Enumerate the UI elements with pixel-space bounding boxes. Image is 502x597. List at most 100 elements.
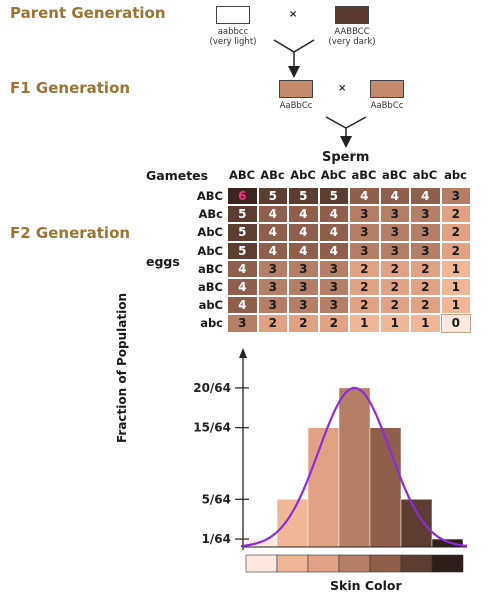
- punnett-cell: 3: [410, 223, 441, 242]
- parent-left-genotype: aabbcc (very light): [193, 27, 273, 47]
- gamete-row-header: abc: [200, 316, 223, 331]
- punnett-cell: 4: [410, 187, 441, 206]
- gamete-col-header: abc: [444, 168, 467, 182]
- f1-left-genotype: AaBbCc: [279, 101, 313, 111]
- gamete-col-header: abC: [412, 168, 438, 182]
- punnett-cell: 4: [349, 187, 380, 206]
- skin-color-scale-swatch: [369, 554, 402, 573]
- punnett-cell: 3: [349, 241, 380, 260]
- parent-right-description: (very dark): [328, 37, 376, 47]
- histogram-bar: [338, 387, 371, 548]
- punnett-cell: 4: [379, 187, 410, 206]
- punnett-cell: 2: [349, 278, 380, 297]
- punnett-cell: 2: [379, 278, 410, 297]
- gamete-col-header: aBC: [351, 168, 377, 182]
- punnett-cell: 2: [379, 296, 410, 315]
- punnett-cell: 2: [440, 223, 471, 242]
- gamete-col-header: AbC: [320, 168, 347, 182]
- f1-left-swatch: [279, 80, 313, 98]
- gamete-row-header: abC: [198, 298, 223, 313]
- punnett-cell: 3: [288, 296, 319, 315]
- gamete-row-header: ABc: [198, 207, 223, 222]
- punnett-cell: 5: [318, 187, 349, 206]
- punnett-cell: 3: [227, 314, 258, 333]
- punnett-cell: 4: [288, 205, 319, 224]
- parent-left-genotype-text: aabbcc: [217, 27, 249, 37]
- gamete-row-header: AbC: [197, 225, 223, 240]
- punnett-cell: 6: [227, 187, 258, 206]
- punnett-cell: 5: [257, 187, 288, 206]
- distribution-curve: [240, 386, 468, 548]
- sperm-label: Sperm: [322, 150, 370, 165]
- parent-right-genotype-text: AABBCC: [334, 27, 370, 37]
- parent-cross-symbol: ×: [289, 9, 298, 20]
- gamete-row-header: aBC: [198, 280, 223, 294]
- punnett-cell: 3: [379, 241, 410, 260]
- punnett-cell: 4: [227, 296, 258, 315]
- punnett-cell: 2: [288, 314, 319, 333]
- punnett-cell: 3: [410, 241, 441, 260]
- punnett-cell: 4: [227, 259, 258, 278]
- punnett-cell: 2: [318, 314, 349, 333]
- skin-color-scale-swatch: [276, 554, 309, 573]
- skin-color-scale-swatch: [307, 554, 340, 573]
- punnett-cell: 3: [288, 259, 319, 278]
- punnett-cell: 2: [410, 259, 441, 278]
- parent-right-genotype: AABBCC (very dark): [312, 27, 392, 47]
- punnett-cell: 4: [318, 241, 349, 260]
- punnett-cell: 5: [227, 205, 258, 224]
- gamete-row-header: ABC: [196, 189, 223, 203]
- f1-cross-symbol: ×: [338, 83, 347, 94]
- skin-color-scale-swatch: [338, 554, 371, 573]
- f1-to-sperm-arrow: [325, 116, 367, 148]
- parent-generation-label: Parent Generation: [10, 4, 166, 22]
- histogram-bar: [276, 499, 309, 548]
- punnett-cell: 1: [440, 259, 471, 278]
- punnett-cell: 3: [349, 205, 380, 224]
- punnett-cell: 1: [349, 314, 380, 333]
- skin-color-scale-swatch: [245, 554, 278, 573]
- punnett-cell: 4: [227, 278, 258, 297]
- y-axis-arrowhead: [239, 348, 247, 358]
- punnett-cell: 4: [257, 205, 288, 224]
- parent-light-swatch: [216, 6, 250, 24]
- punnett-cell: 3: [318, 259, 349, 278]
- punnett-cell: 2: [349, 259, 380, 278]
- chart-ylabel: Fraction of Population: [115, 292, 129, 444]
- punnett-cell: 4: [257, 241, 288, 260]
- punnett-cell: 4: [288, 241, 319, 260]
- punnett-cell: 3: [257, 259, 288, 278]
- punnett-cell: 5: [288, 187, 319, 206]
- punnett-cell: 1: [379, 314, 410, 333]
- parent-left-description: (very light): [209, 37, 257, 47]
- gamete-col-header: aBC: [382, 168, 407, 182]
- punnett-cell: 3: [410, 205, 441, 224]
- y-tick-label: 1/64: [202, 532, 231, 546]
- parent-dark-swatch: [335, 6, 369, 24]
- skin-color-scale-swatch: [400, 554, 433, 573]
- punnett-cell: 3: [349, 223, 380, 242]
- punnett-cell: 2: [410, 296, 441, 315]
- gamete-row-header: AbC: [197, 243, 223, 258]
- punnett-cell: 2: [257, 314, 288, 333]
- punnett-cell: 3: [379, 205, 410, 224]
- punnett-cell: 3: [440, 187, 471, 206]
- gamete-row-header: aBC: [198, 261, 223, 276]
- punnett-cell: 1: [440, 296, 471, 315]
- punnett-cell: 0: [440, 314, 471, 333]
- punnett-cell: 4: [318, 223, 349, 242]
- punnett-cell: 4: [318, 205, 349, 224]
- histogram-bar: [431, 538, 464, 548]
- punnett-cell: 2: [349, 296, 380, 315]
- punnett-cell: 4: [257, 223, 288, 242]
- punnett-cell: 2: [440, 241, 471, 260]
- punnett-cell: 1: [410, 314, 441, 333]
- punnett-cell: 1: [440, 278, 471, 297]
- punnett-cell: 4: [288, 223, 319, 242]
- histogram-bar: [400, 499, 433, 548]
- gamete-col-header: AbC: [290, 168, 316, 182]
- punnett-cell: 3: [257, 296, 288, 315]
- histogram-bar: [245, 538, 278, 548]
- punnett-cell: 3: [379, 223, 410, 242]
